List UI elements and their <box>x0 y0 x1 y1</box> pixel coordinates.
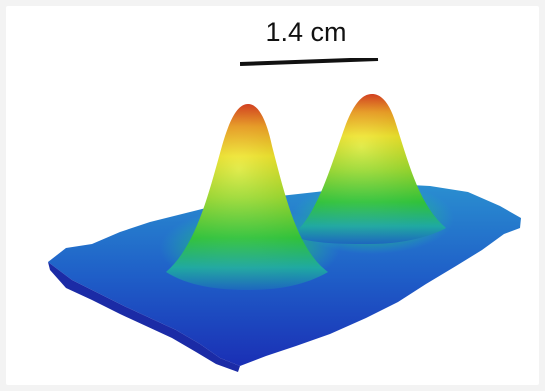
scale-bar-label: 1.4 cm <box>265 17 347 47</box>
peak-right-shade <box>292 94 446 244</box>
surface-front-edge <box>48 262 240 372</box>
scale-bar <box>240 58 379 66</box>
peak-left-shade <box>166 104 328 290</box>
